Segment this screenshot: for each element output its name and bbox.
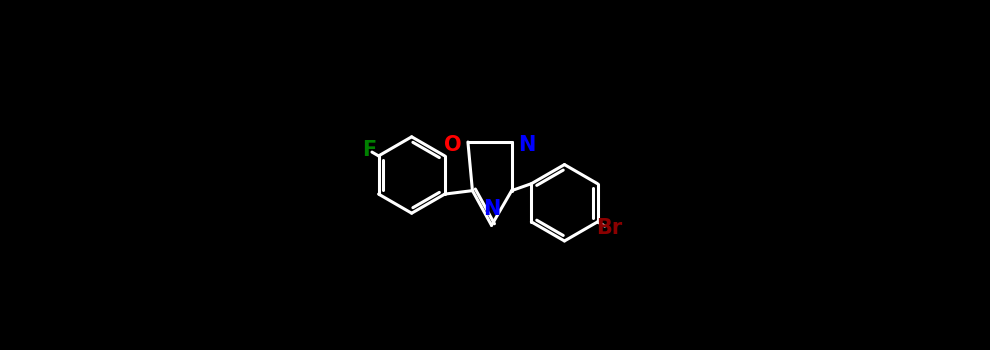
Text: Br: Br (596, 218, 622, 238)
Text: F: F (361, 140, 376, 160)
Text: N: N (518, 135, 536, 155)
Text: O: O (445, 135, 461, 155)
Text: N: N (483, 199, 500, 219)
